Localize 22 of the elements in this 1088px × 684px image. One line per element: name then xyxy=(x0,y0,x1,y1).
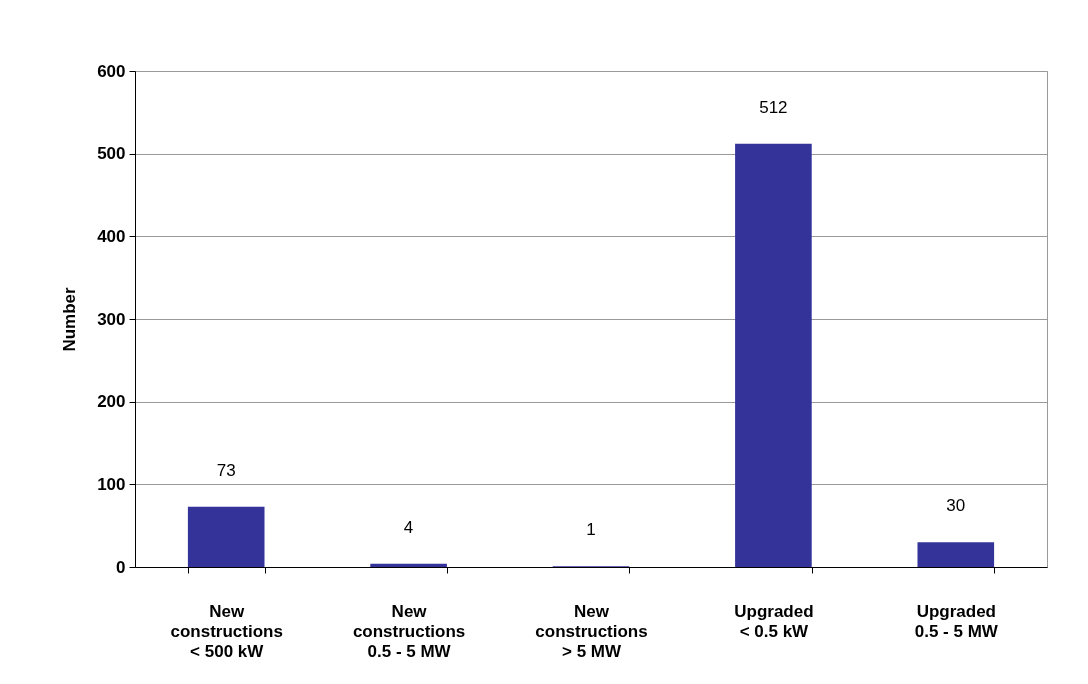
y-tick-label: 200 xyxy=(97,392,126,412)
data-label: 73 xyxy=(216,460,236,480)
y-tick-label: 300 xyxy=(97,309,126,329)
y-tick-label: 400 xyxy=(97,226,126,246)
x-tick-label: Upgraded < 0.5 kW xyxy=(734,601,814,641)
y-axis-title: Number xyxy=(60,287,80,352)
bar xyxy=(370,563,447,567)
bar xyxy=(917,542,995,567)
data-label: 1 xyxy=(586,520,596,540)
x-tick-label: New constructions < 500 kW xyxy=(170,601,283,661)
y-tick-label: 600 xyxy=(97,61,126,81)
y-tick-label: 100 xyxy=(97,474,126,494)
bar xyxy=(187,506,265,567)
x-tick-label: New constructions > 5 MW xyxy=(535,601,648,661)
bar xyxy=(735,143,812,567)
data-label: 4 xyxy=(403,517,414,537)
data-label: 30 xyxy=(946,496,966,516)
x-tick-label: Upgraded 0.5 - 5 MW xyxy=(914,601,999,641)
y-tick-label: 500 xyxy=(97,144,126,164)
y-tick-label: 0 xyxy=(116,557,126,577)
x-tick-label: New constructions 0.5 - 5 MW xyxy=(352,601,466,661)
data-label: 512 xyxy=(759,97,788,117)
